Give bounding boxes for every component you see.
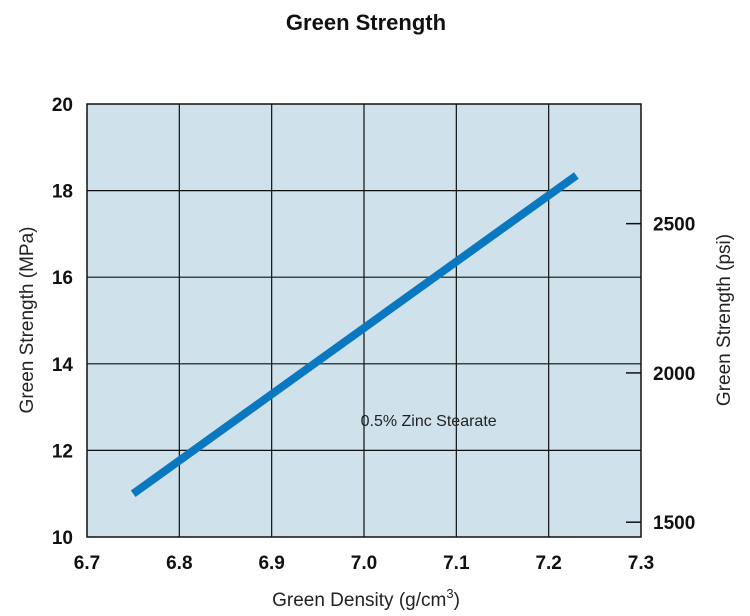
x-tick-label: 7.1 — [443, 553, 470, 574]
y2-axis-label: Green Strength (psi) — [714, 234, 735, 406]
x-tick-label: 6.8 — [166, 553, 192, 574]
y2-axis: 1500 2000 2500 — [626, 215, 695, 534]
y-tick-label: 12 — [52, 441, 73, 462]
y-tick-label: 20 — [52, 95, 73, 116]
x-axis-label-text: Green Density (g/cm — [272, 590, 446, 611]
y-tick-label: 10 — [52, 528, 73, 549]
y2-tick-label: 1500 — [653, 513, 695, 534]
x-axis-label-close: ) — [454, 590, 460, 611]
y2-tick-label: 2000 — [653, 364, 695, 385]
x-axis: 6.7 6.8 6.9 7.0 7.1 7.2 7.3 — [74, 553, 654, 574]
x-tick-label: 7.3 — [628, 553, 654, 574]
y-tick-label: 18 — [52, 182, 73, 203]
y-tick-label: 16 — [52, 268, 73, 289]
y-axis-label: Green Strength (MPa) — [17, 227, 38, 414]
x-axis-label: Green Density (g/cm3) — [272, 586, 460, 611]
x-axis-label-superscript: 3 — [446, 586, 453, 601]
x-tick-label: 6.9 — [258, 553, 284, 574]
y-axis: 10 12 14 16 18 20 — [52, 95, 74, 549]
y-tick-label: 14 — [52, 355, 74, 376]
x-tick-label: 7.0 — [351, 553, 377, 574]
series-annotation: 0.5% Zinc Stearate — [361, 413, 497, 430]
chart-title: Green Strength — [286, 10, 446, 35]
x-tick-label: 7.2 — [535, 553, 561, 574]
x-tick-label: 6.7 — [74, 553, 100, 574]
series-layer — [130, 172, 579, 497]
series-line — [130, 172, 579, 497]
y2-tick-label: 2500 — [653, 215, 695, 236]
